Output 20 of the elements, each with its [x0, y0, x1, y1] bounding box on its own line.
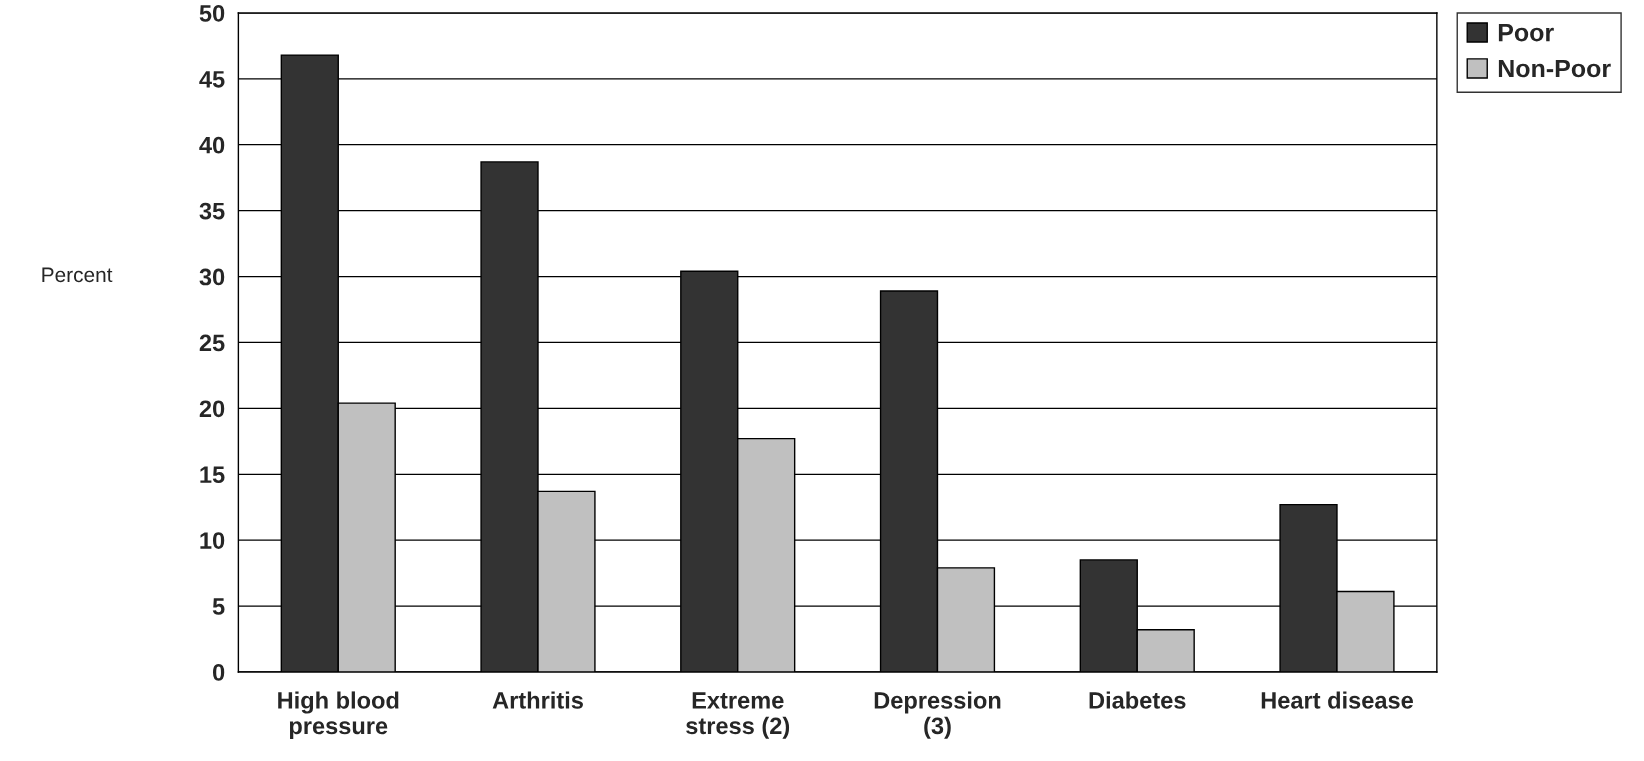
x-tick-label: Heart disease: [1261, 691, 1413, 709]
y-tick-label: 40: [199, 136, 225, 154]
y-tick-label: 45: [199, 71, 225, 88]
x-tick-label: Arthritis: [492, 691, 583, 709]
y-tick-label: 50: [199, 5, 225, 22]
legend-label: Non-Poor: [1498, 59, 1611, 78]
y-tick-label: 35: [199, 202, 225, 220]
y-tick-label: 25: [199, 334, 225, 352]
y-tick-label: 0: [212, 664, 225, 681]
x-tick-label: Extreme stress (2): [686, 692, 790, 739]
x-tick-label: Depression (3): [874, 691, 1001, 739]
y-tick-label: 20: [199, 400, 225, 418]
y-tick-label: 5: [212, 598, 225, 615]
y-tick-label: 30: [199, 268, 225, 286]
x-tick-label: High blood pressure: [278, 691, 399, 739]
y-axis-title: Percent: [42, 267, 113, 283]
x-tick-label: Diabetes: [1089, 691, 1186, 709]
y-tick-label: 10: [200, 532, 225, 549]
legend-label: Poor: [1498, 23, 1554, 42]
y-tick-label: 15: [200, 466, 225, 484]
